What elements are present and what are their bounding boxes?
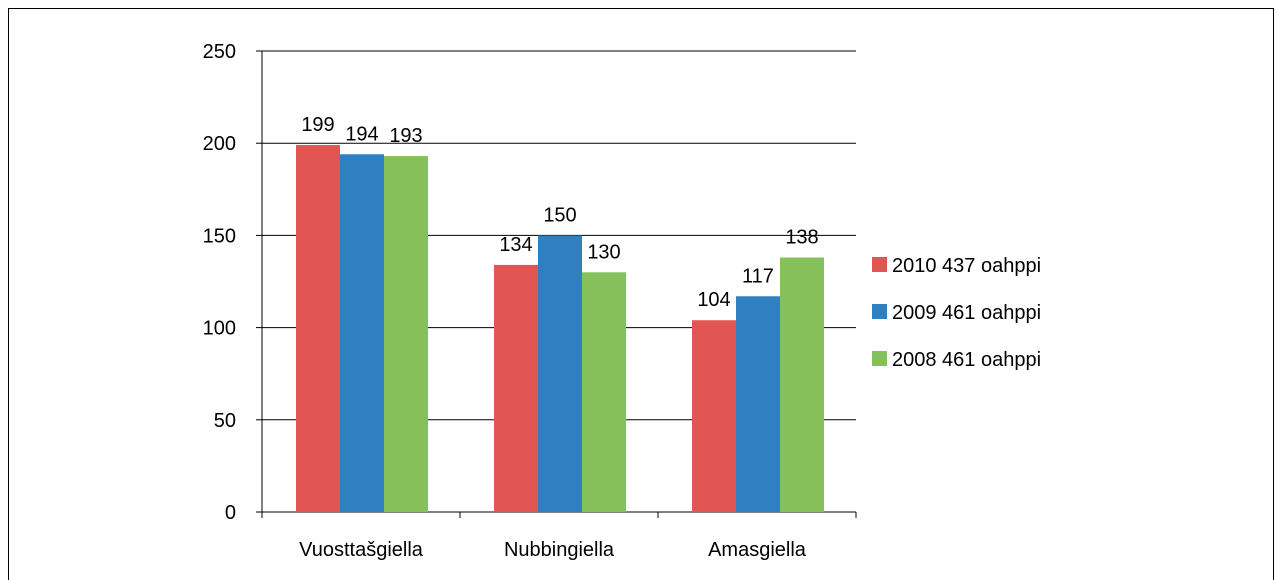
bar [780,257,824,512]
y-tick-label: 50 [214,410,236,432]
legend-swatch [872,304,887,319]
y-tick-label: 150 [203,225,236,247]
data-label: 199 [301,114,334,136]
bar [340,154,384,512]
bar [538,235,582,512]
data-label: 194 [345,123,378,145]
bar [384,156,428,512]
category-label: Vuosttašgiella [299,539,424,561]
y-tick-label: 250 [203,41,236,63]
legend-label: 2009 461 oahppi [892,302,1041,324]
y-tick-label: 0 [225,502,236,524]
data-labels: 199 134 104 194 150 117 193 130 138 [301,114,818,311]
data-label: 193 [389,125,422,147]
legend-swatch [872,257,887,272]
y-tick-label: 100 [203,318,236,340]
category-label: Nubbingiella [504,539,615,561]
bar [296,145,340,512]
chart-frame [8,8,1274,580]
bars [296,145,824,512]
data-label: 138 [785,227,818,249]
category-label: Amasgiella [708,539,807,561]
bar [736,296,780,512]
legend-label: 2008 461 oahppi [892,349,1041,371]
data-label: 134 [499,234,532,256]
bar [582,272,626,512]
y-tick-label: 200 [203,133,236,155]
data-label: 104 [697,289,730,311]
data-label: 130 [587,241,620,263]
legend: 2010 437 oahppi 2009 461 oahppi 2008 461 o… [872,255,1041,371]
bar [494,264,538,512]
legend-swatch [872,351,887,366]
bar [692,320,736,512]
legend-label: 2010 437 oahppi [892,255,1041,277]
data-label: 150 [543,204,576,226]
data-label: 117 [742,265,774,287]
